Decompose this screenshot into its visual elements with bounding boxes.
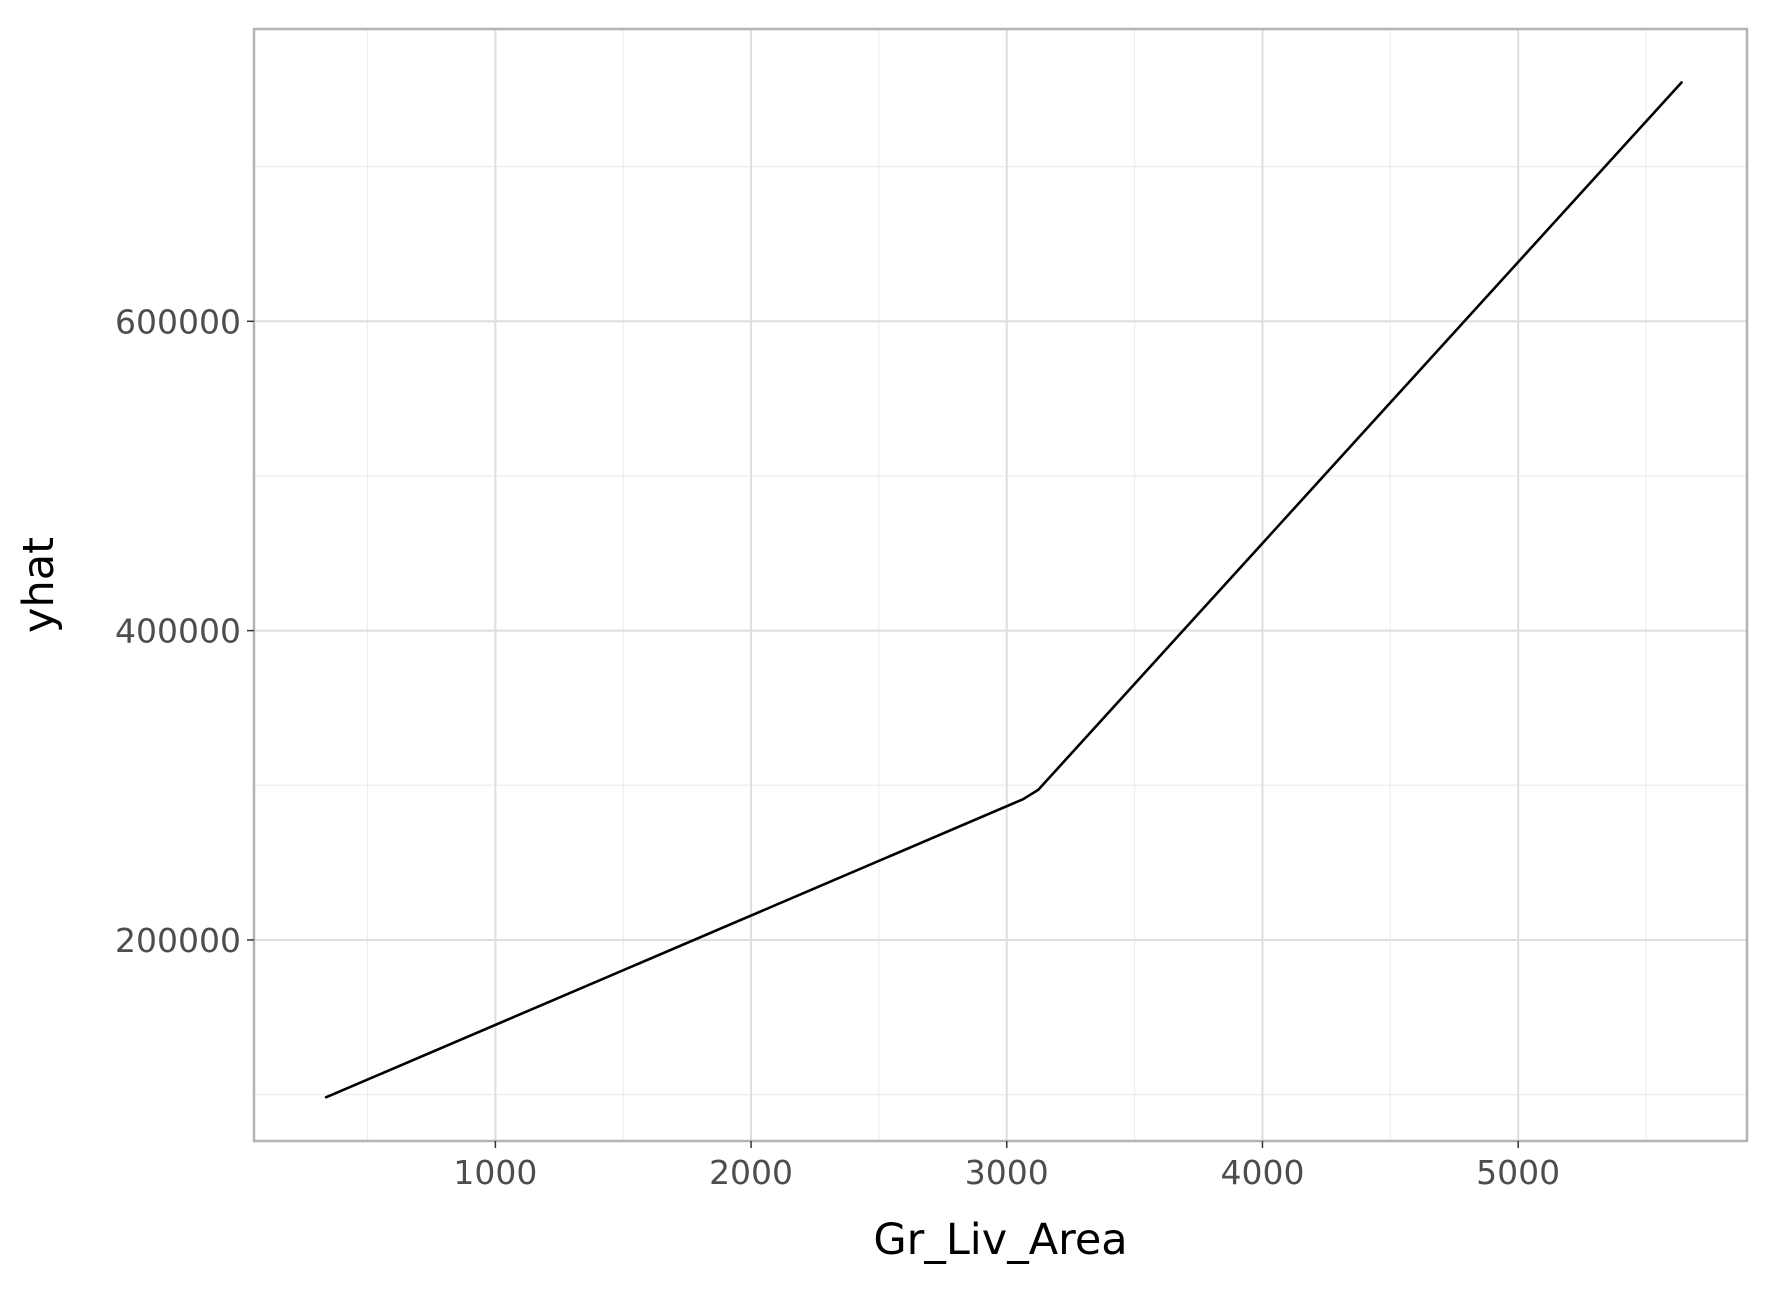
y-tick-label: 400000 — [115, 612, 241, 651]
y-axis-title: yhat — [14, 537, 64, 633]
y-tick-label: 200000 — [115, 921, 241, 960]
x-tick-label: 2000 — [709, 1153, 793, 1192]
x-tick-label: 3000 — [965, 1153, 1049, 1192]
major-grid — [254, 29, 1747, 1141]
y-tick-label: 600000 — [115, 302, 241, 341]
minor-grid — [254, 29, 1747, 1141]
plot-panel-border — [252, 27, 1749, 1143]
series-line — [324, 80, 1684, 1099]
x-axis-title: Gr_Liv_Area — [873, 1215, 1127, 1265]
x-tick-label: 5000 — [1476, 1153, 1560, 1192]
axis-ticks: 1000 2000 3000 4000 5000 200000 400000 600000 — [115, 302, 1560, 1192]
x-tick-label: 1000 — [453, 1153, 537, 1192]
series-layer — [324, 80, 1684, 1099]
x-tick-label: 4000 — [1220, 1153, 1304, 1192]
